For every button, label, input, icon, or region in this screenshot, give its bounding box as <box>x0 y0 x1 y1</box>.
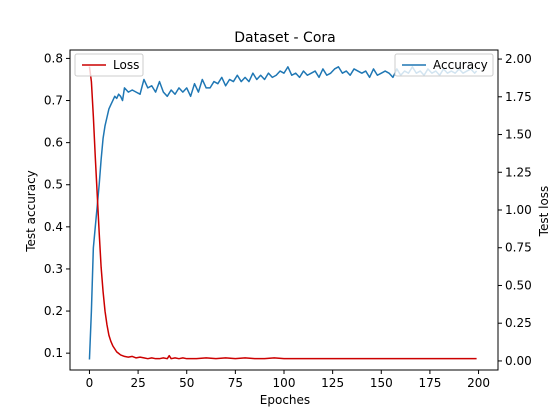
plot-area: 0 25 50 75 100 125 150 175 200 0.1 0.2 0.3 0.4 0.5 0.6… <box>44 50 532 390</box>
y-right-tick-label: 1.00 <box>505 203 532 217</box>
y-left-tick-label: 0.6 <box>44 136 63 150</box>
y-axis-label-left: Test accuracy <box>24 170 38 253</box>
y-right-tick-label: 1.25 <box>505 165 532 179</box>
y-right-tick-label: 0.50 <box>505 278 532 292</box>
x-tick-label: 100 <box>273 376 296 390</box>
y-left-tick-label: 0.7 <box>44 94 63 108</box>
y-right-tick-label: 0.25 <box>505 316 532 330</box>
y-right-tick-label: 1.50 <box>505 128 532 142</box>
x-axis-label: Epoches <box>260 393 310 407</box>
x-tick-label: 25 <box>130 376 145 390</box>
y-left-tick-label: 0.4 <box>44 220 63 234</box>
plot-frame <box>70 50 498 370</box>
x-tick-label: 75 <box>228 376 243 390</box>
y-left-tick-label: 0.3 <box>44 262 63 276</box>
x-tick-label: 175 <box>418 376 441 390</box>
y-left-tick-label: 0.5 <box>44 178 63 192</box>
loss-legend-label: Loss <box>113 58 139 72</box>
y-left-tick-label: 0.1 <box>44 346 63 360</box>
x-tick-label: 125 <box>321 376 344 390</box>
y-left-tick-label: 0.8 <box>44 51 63 65</box>
chart-title: Dataset - Cora <box>234 30 335 46</box>
x-tick-label: 0 <box>86 376 94 390</box>
loss-series-line <box>89 67 476 359</box>
accuracy-legend-label: Accuracy <box>433 58 488 72</box>
y-right-tick-label: 2.00 <box>505 52 532 66</box>
y-right-tick-label: 1.75 <box>505 90 532 104</box>
x-tick-label: 200 <box>467 376 490 390</box>
y-axis-label-right: Test loss <box>537 186 551 238</box>
y-right-tick-label: 0.75 <box>505 241 532 255</box>
y-left-tick-label: 0.2 <box>44 304 63 318</box>
y-right-tick-label: 0.00 <box>505 354 532 368</box>
x-tick-label: 50 <box>179 376 194 390</box>
x-tick-label: 150 <box>370 376 393 390</box>
accuracy-series-line <box>89 67 476 360</box>
